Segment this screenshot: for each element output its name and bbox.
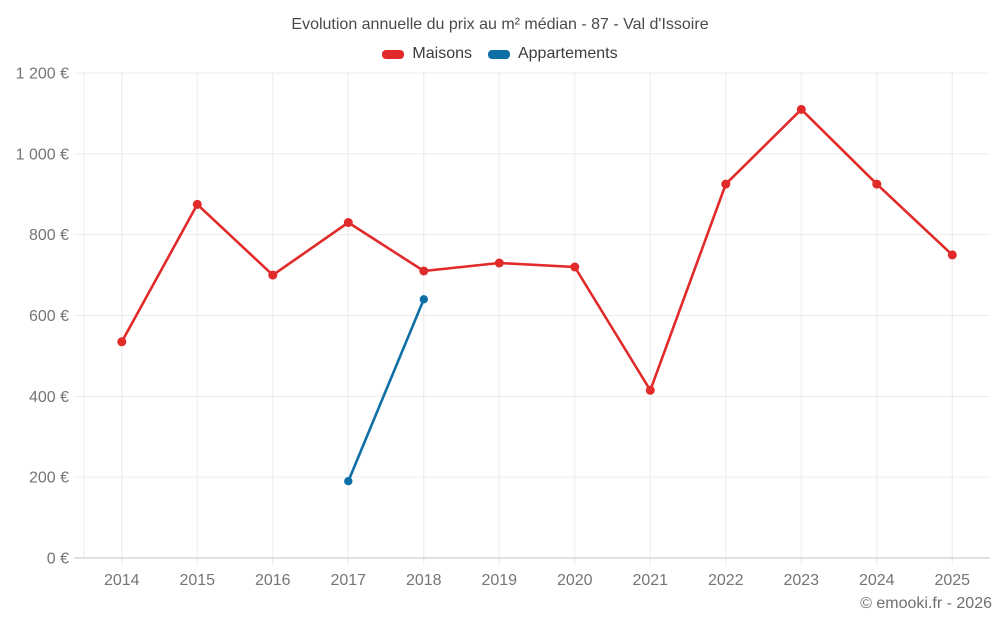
legend-swatch-maisons-icon: [382, 49, 405, 59]
x-tick-label-2018: 2018: [406, 572, 442, 589]
y-tick-label-1200: 1 200 €: [16, 66, 69, 83]
x-tick-label-2023: 2023: [783, 572, 819, 589]
data-point-maisons-2020[interactable]: [570, 262, 580, 272]
x-tick-label-2016: 2016: [255, 572, 291, 589]
data-point-maisons-2017[interactable]: [343, 218, 353, 227]
legend-item-appartements[interactable]: Appartements: [487, 45, 618, 63]
x-tick-label-2019: 2019: [481, 572, 517, 589]
x-tick-label-2015: 2015: [179, 572, 215, 589]
legend: Maisons Appartements: [0, 45, 1000, 63]
watermark-text: © emooki.fr - 2026: [860, 595, 992, 612]
x-tick-label-2022: 2022: [708, 572, 744, 589]
y-tick-label-1000: 1 000 €: [16, 146, 69, 163]
legend-label-maisons: Maisons: [412, 45, 472, 62]
data-point-maisons-2022[interactable]: [721, 179, 731, 189]
x-tick-label-2025: 2025: [934, 572, 970, 589]
y-tick-label-200: 200 €: [29, 470, 69, 487]
data-point-appartements-2017[interactable]: [344, 477, 353, 486]
y-tick-label-400: 400 €: [29, 389, 69, 406]
legend-swatch-appartements-icon: [487, 49, 510, 59]
chart-title: Evolution annuelle du prix au m² médian …: [291, 16, 709, 33]
x-tick-label-2024: 2024: [859, 572, 895, 589]
y-tick-label-800: 800 €: [29, 227, 69, 244]
data-point-maisons-2014[interactable]: [117, 337, 127, 347]
series-line-maisons: [120, 108, 954, 392]
legend-label-appartements: Appartements: [517, 45, 618, 62]
data-point-maisons-2015[interactable]: [192, 199, 202, 209]
data-point-maisons-2019[interactable]: [494, 258, 504, 268]
x-tick-label-2017: 2017: [330, 572, 366, 589]
data-point-appartements-2018[interactable]: [419, 295, 428, 304]
data-point-maisons-2023[interactable]: [796, 104, 806, 114]
x-tick-label-2021: 2021: [632, 572, 668, 589]
data-point-maisons-2016[interactable]: [268, 270, 278, 280]
data-point-maisons-2024[interactable]: [872, 179, 882, 189]
x-tick-label-2014: 2014: [104, 572, 140, 589]
data-point-maisons-2018[interactable]: [419, 266, 429, 276]
series-line-appartements: [347, 298, 426, 483]
legend-item-maisons[interactable]: Maisons: [382, 45, 472, 63]
y-tick-label-600: 600 €: [29, 308, 69, 325]
x-tick-label-2020: 2020: [557, 572, 593, 589]
data-point-maisons-2021[interactable]: [645, 385, 655, 395]
y-tick-label-0: 0 €: [47, 551, 69, 568]
data-point-maisons-2025[interactable]: [947, 250, 957, 260]
